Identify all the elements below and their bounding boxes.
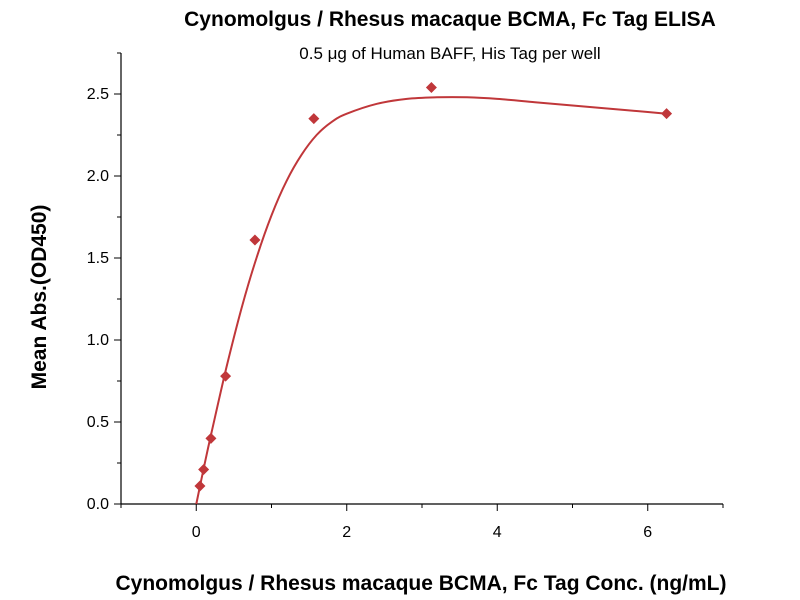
x-tick-label: 4 — [493, 524, 502, 541]
axes: 0.0 0.5 1.0 1.5 2.0 2.5 0 2 4 6 — [87, 52, 724, 541]
chart-title: Cynomolgus / Rhesus macaque BCMA, Fc Tag… — [184, 8, 716, 31]
y-tick-label: 0.5 — [87, 414, 109, 431]
data-point — [661, 108, 673, 120]
data-point — [198, 464, 210, 476]
data-point — [308, 113, 320, 125]
fit-curve — [195, 96, 667, 505]
x-tick-label: 2 — [342, 524, 351, 541]
data-point — [205, 432, 217, 444]
y-tick-label: 1.5 — [87, 250, 109, 267]
fit-curve-layer — [195, 96, 667, 505]
x-tick-label: 6 — [643, 524, 652, 541]
data-point — [249, 234, 261, 246]
y-tick-label: 2.0 — [87, 168, 109, 185]
data-point — [194, 480, 206, 492]
y-tick-label: 1.0 — [87, 332, 109, 349]
y-axis-title: Mean Abs.(OD450) — [28, 205, 51, 390]
data-point — [220, 370, 232, 382]
y-tick-label: 2.5 — [87, 86, 109, 103]
data-point — [425, 81, 437, 93]
chart-subtitle: 0.5 μg of Human BAFF, His Tag per well — [299, 44, 600, 63]
data-points-layer — [194, 81, 673, 492]
y-tick-label: 0.0 — [87, 496, 109, 513]
x-tick-label: 0 — [192, 524, 201, 541]
x-axis-title: Cynomolgus / Rhesus macaque BCMA, Fc Tag… — [116, 572, 727, 595]
